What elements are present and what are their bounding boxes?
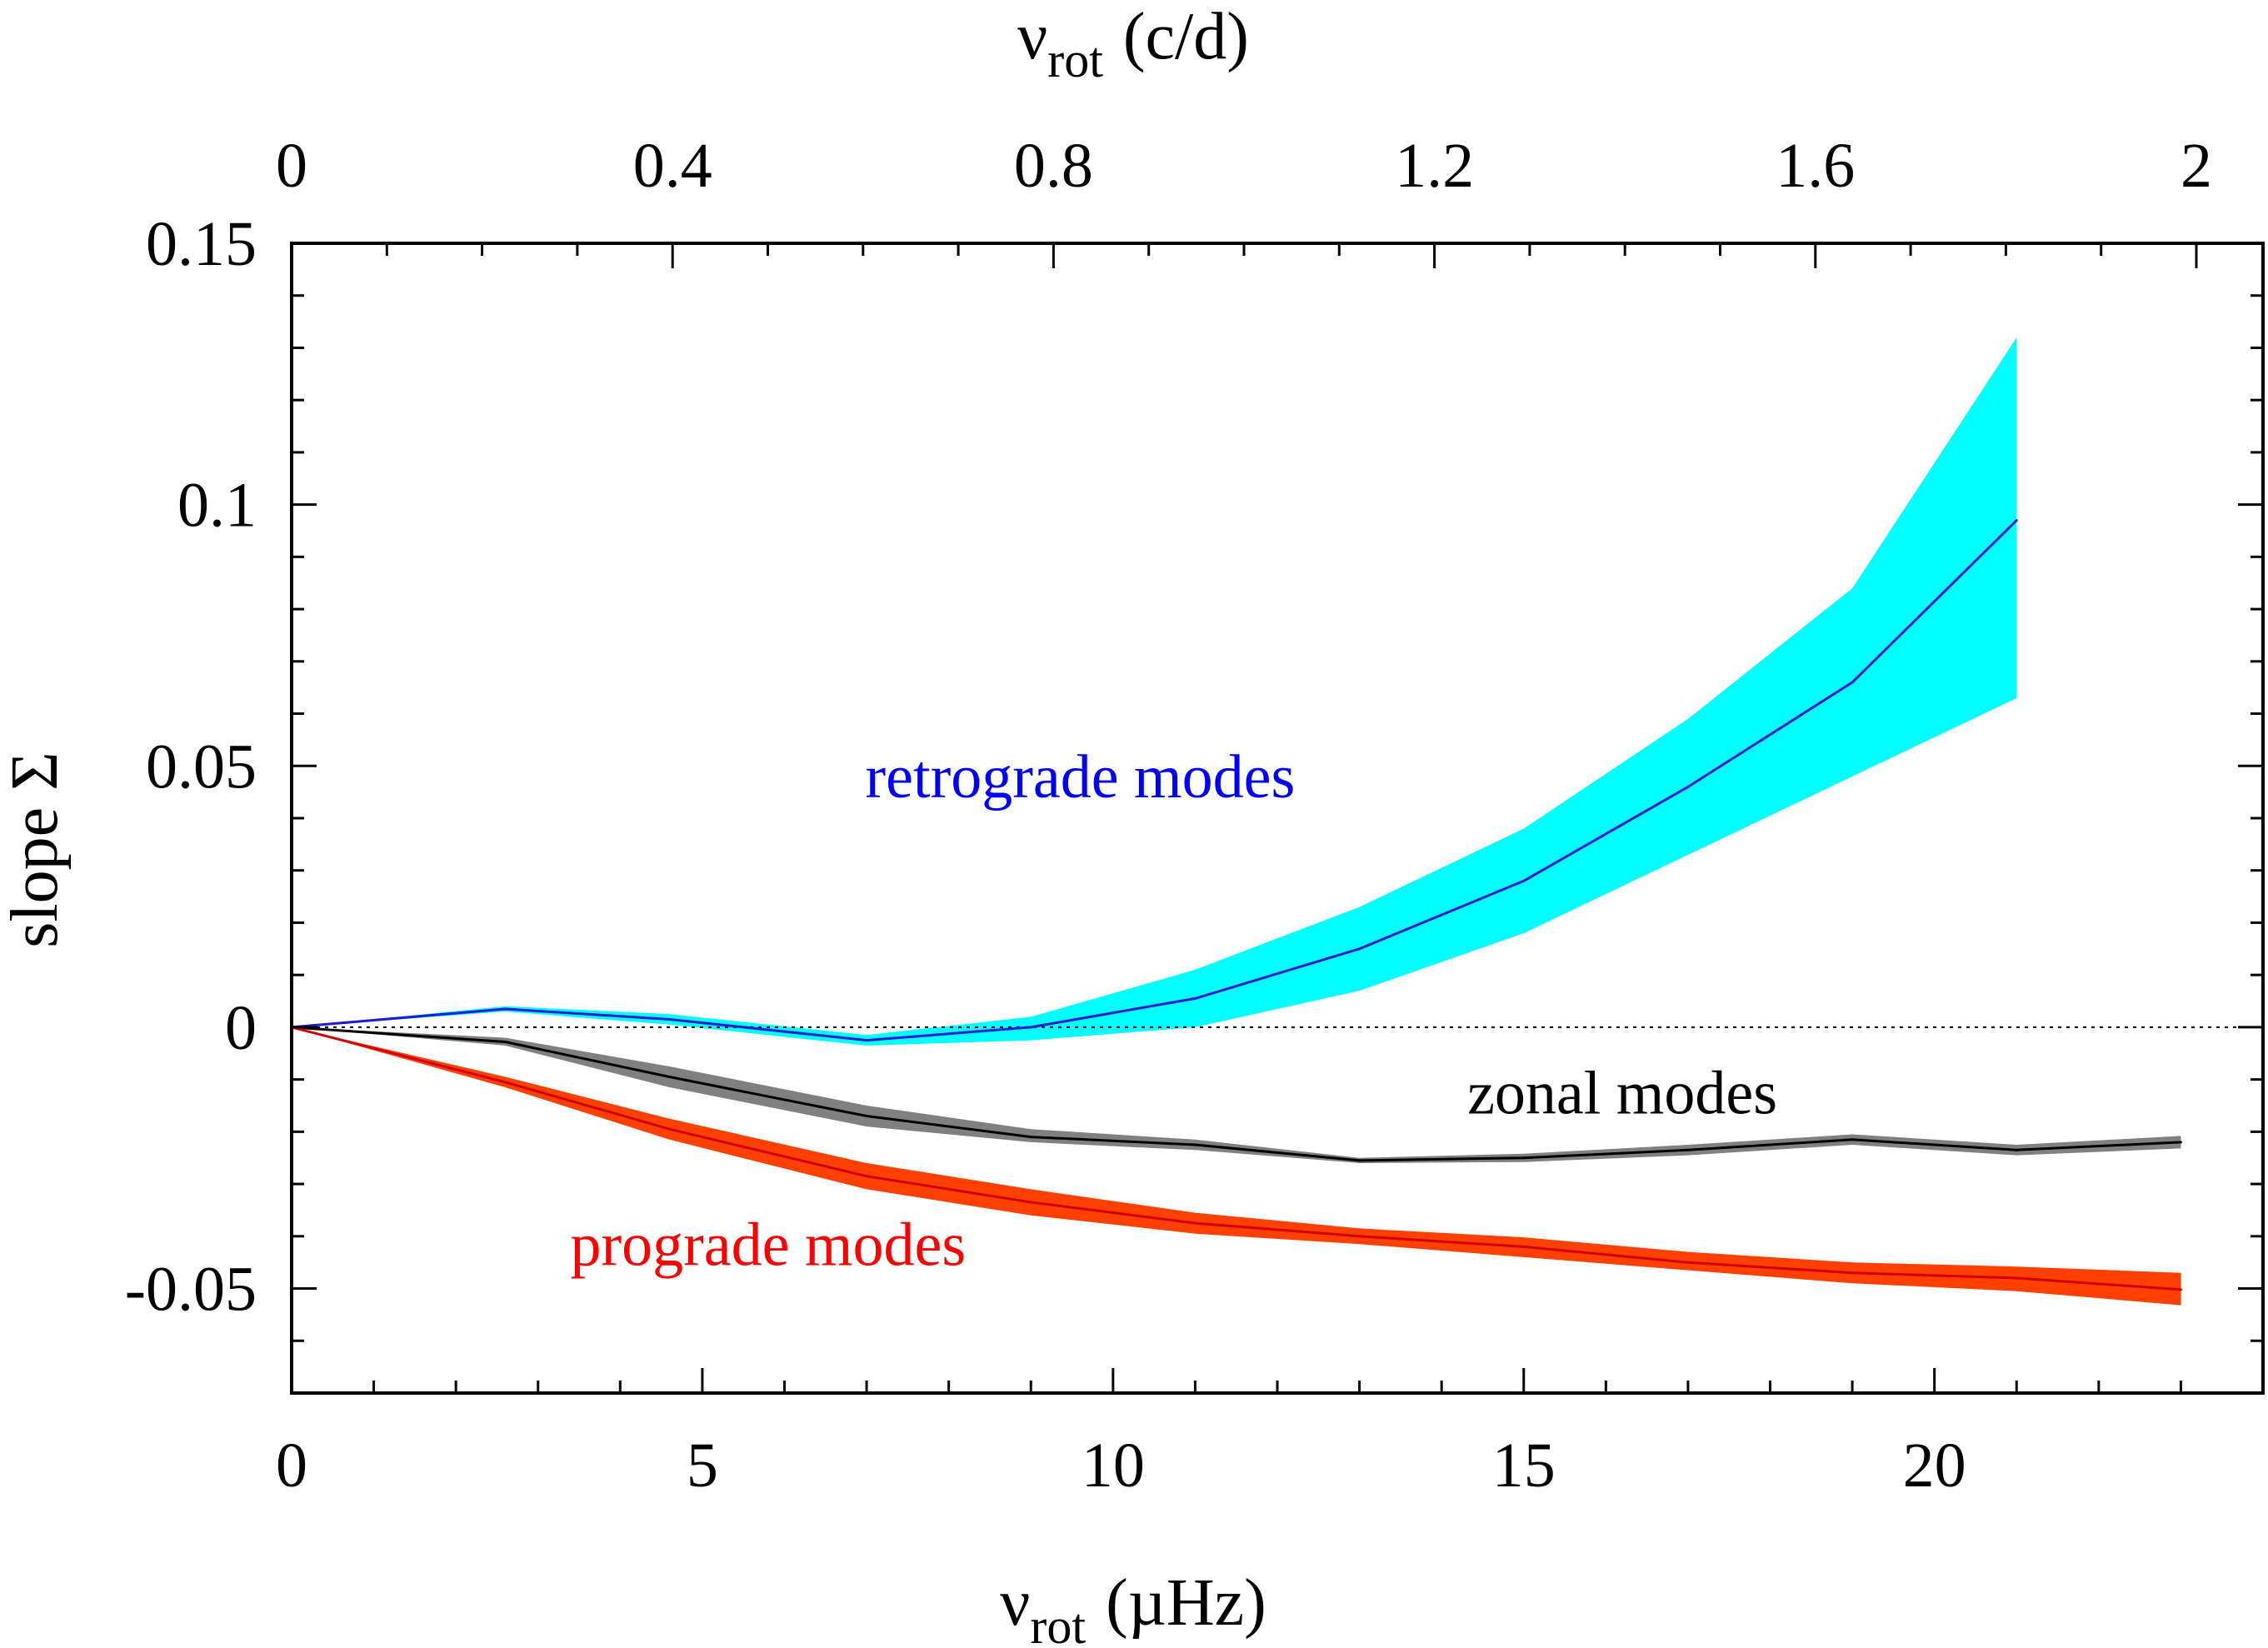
x-tick-label: 15 <box>1492 1431 1556 1501</box>
prograde-modes-point <box>1358 1235 1361 1238</box>
zonal-modes-label: zonal modes <box>1467 1059 1777 1127</box>
retrograde-modes-point <box>503 1007 507 1011</box>
prograde-modes-point <box>1851 1271 1854 1275</box>
retrograde-modes-point <box>1029 1026 1032 1029</box>
retrograde-modes-label: retrograde modes <box>866 743 1296 812</box>
retrograde-modes-point <box>667 1018 671 1021</box>
y-tick-label: 0 <box>225 993 257 1063</box>
prograde-modes-line <box>291 1026 2181 1291</box>
x2-tick-label: 1.2 <box>1395 131 1474 201</box>
retrograde-modes-point <box>1193 996 1196 1000</box>
zonal-modes-point <box>865 1115 868 1118</box>
zonal-modes-point <box>667 1076 671 1078</box>
prograde-modes-point <box>1522 1245 1526 1248</box>
prograde-modes-point <box>2179 1288 2182 1291</box>
x-axis-symbol: ν <box>1000 1566 1030 1640</box>
retrograde-modes-band <box>292 337 2017 1046</box>
x-axis-subscript: rot <box>1030 1599 1086 1648</box>
zonal-modes-point <box>503 1040 507 1043</box>
prograde-modes-point <box>2015 1276 2018 1280</box>
prograde-modes-point <box>667 1127 671 1131</box>
x-tick-label: 0 <box>276 1431 307 1501</box>
prograde-modes-label: prograde modes <box>570 1211 966 1279</box>
x-tick-label: 20 <box>1903 1431 1966 1501</box>
prograde-modes-point <box>503 1081 507 1084</box>
zonal-modes-point <box>2179 1141 2182 1144</box>
major-ticks <box>290 242 2263 1393</box>
zonal-modes-point <box>1686 1148 1690 1151</box>
x-tick-labels: 0 5 10 15 20 <box>276 1431 1966 1501</box>
zonal-modes-point <box>1029 1136 1032 1139</box>
y-tick-label: 0.05 <box>146 732 257 802</box>
x2-axis-subscript: rot <box>1047 32 1103 87</box>
prograde-modes-point <box>1686 1261 1690 1264</box>
y-tick-labels: 0.15 0.1 0.05 0 -0.05 <box>125 209 257 1325</box>
x2-tick-labels: 0 0.4 0.8 1.2 1.6 2 <box>276 131 2212 201</box>
x2-tick-label: 0.8 <box>1014 131 1093 201</box>
retrograde-modes-point <box>2015 518 2018 522</box>
x2-axis-title: νrot (c/d) <box>1017 0 1249 87</box>
zonal-modes-point <box>2015 1148 2018 1151</box>
retrograde-modes-point <box>1686 785 1690 788</box>
plot-frame <box>290 242 2265 1395</box>
x2-axis-symbol: ν <box>1017 0 1047 73</box>
prograde-modes-point <box>865 1175 868 1178</box>
y-tick-label: 0.15 <box>146 209 257 279</box>
x2-tick-label: 1.6 <box>1776 131 1855 201</box>
y-axis-title: slope Σ <box>0 752 72 947</box>
zonal-modes-point <box>1522 1156 1526 1160</box>
retrograde-modes-point <box>1358 947 1361 951</box>
zonal-modes-point <box>1358 1159 1361 1162</box>
x2-tick-label: 0 <box>276 131 307 201</box>
prograde-modes-point <box>1193 1221 1196 1225</box>
x-tick-label: 10 <box>1082 1431 1145 1501</box>
x-axis-title: νrot (µHz) <box>1000 1566 1266 1648</box>
minor-ticks <box>292 243 2265 1395</box>
retrograde-modes-point <box>865 1039 868 1042</box>
y-tick-label: 0.1 <box>177 471 257 541</box>
zonal-modes-point <box>1193 1143 1196 1146</box>
zonal-modes-line <box>291 1026 2181 1162</box>
y-tick-label: -0.05 <box>125 1255 257 1325</box>
x2-axis-unit: (c/d) <box>1123 0 1249 73</box>
retrograde-modes-point <box>1851 681 1854 684</box>
retrograde-modes-point <box>1522 879 1526 882</box>
x2-tick-label: 0.4 <box>633 131 712 201</box>
x2-tick-label: 2 <box>2181 131 2212 201</box>
x-tick-label: 5 <box>687 1431 718 1501</box>
x-axis-unit: (µHz) <box>1106 1566 1266 1640</box>
zonal-modes-point <box>1851 1138 1854 1141</box>
prograde-modes-point <box>1029 1201 1032 1204</box>
annotations: retrograde modes zonal modes prograde mode… <box>570 743 1777 1279</box>
